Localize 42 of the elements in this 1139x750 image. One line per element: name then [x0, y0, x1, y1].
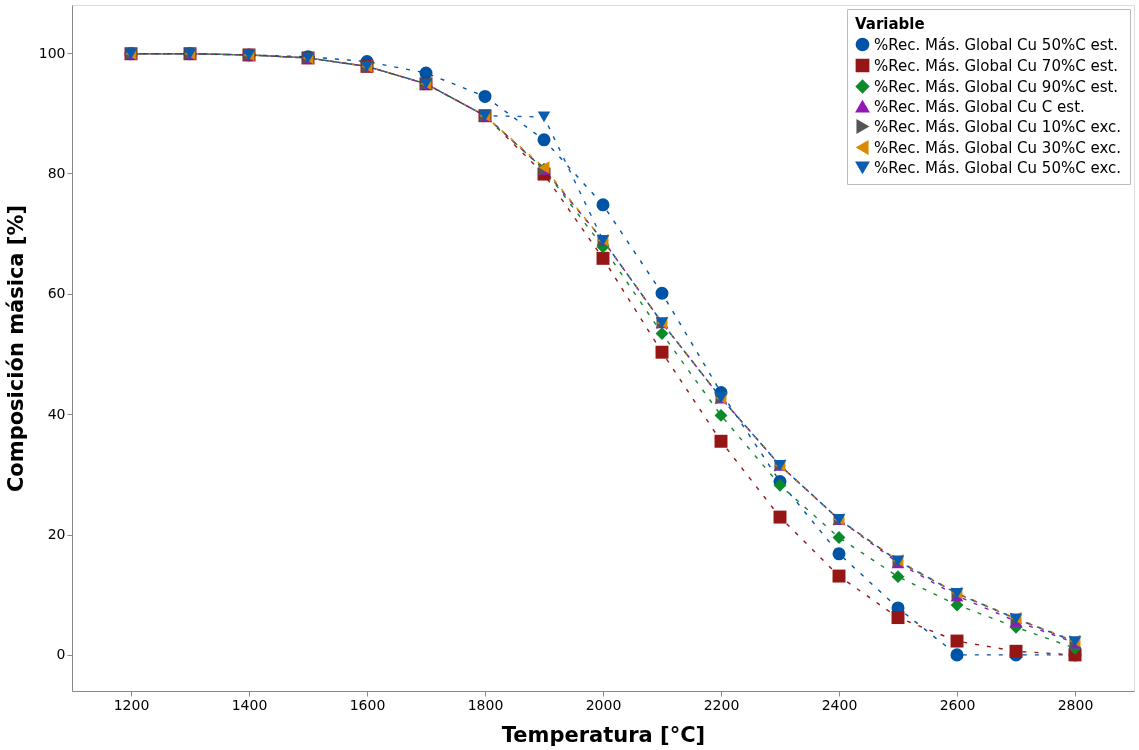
x-tick-label: 2000 [585, 696, 622, 713]
x-tick-label: 2400 [821, 696, 858, 713]
y-tick-label: 60 [47, 285, 66, 302]
point [478, 89, 492, 103]
y-tick-label: 40 [47, 405, 66, 422]
y-axis-title: Composición másica [%] [3, 204, 28, 493]
legend-label: %Rec. Más. Global Cu 10%C exc. [874, 117, 1122, 136]
point [832, 547, 846, 561]
point [773, 510, 787, 524]
x-tick-label: 2800 [1057, 696, 1094, 713]
legend-label: %Rec. Más. Global Cu 50%C exc. [874, 158, 1122, 177]
point [1009, 644, 1023, 658]
legend-title: Variable [855, 15, 925, 33]
point [537, 133, 551, 147]
point [596, 251, 610, 265]
point [714, 434, 728, 448]
point [950, 648, 964, 662]
y-tick-label: 80 [47, 164, 66, 181]
point [891, 611, 905, 625]
y-tick-label: 0 [56, 646, 66, 663]
x-axis-title: Temperatura [°C] [501, 722, 706, 747]
point [714, 408, 728, 422]
x-tick-label: 1600 [349, 696, 386, 713]
x-tick-label: 1800 [467, 696, 504, 713]
point [655, 345, 669, 359]
point [537, 111, 551, 123]
y-tick-label: 100 [38, 44, 66, 61]
point [655, 286, 669, 300]
legend-label: %Rec. Más. Global Cu C est. [874, 97, 1085, 116]
x-tick-label: 1400 [231, 696, 268, 713]
point [596, 198, 610, 212]
x-tick-label: 2200 [703, 696, 740, 713]
x-tick-label: 2600 [939, 696, 976, 713]
point [891, 570, 905, 584]
legend-label: %Rec. Más. Global Cu 30%C exc. [874, 138, 1122, 157]
point [832, 569, 846, 583]
legend-label: %Rec. Más. Global Cu 50%C est. [874, 35, 1119, 54]
y-tick-label: 20 [47, 526, 66, 543]
legend-label: %Rec. Más. Global Cu 90%C est. [874, 77, 1119, 96]
point [950, 634, 964, 648]
x-tick-label: 1200 [113, 696, 150, 713]
legend-label: %Rec. Más. Global Cu 70%C est. [874, 56, 1119, 75]
